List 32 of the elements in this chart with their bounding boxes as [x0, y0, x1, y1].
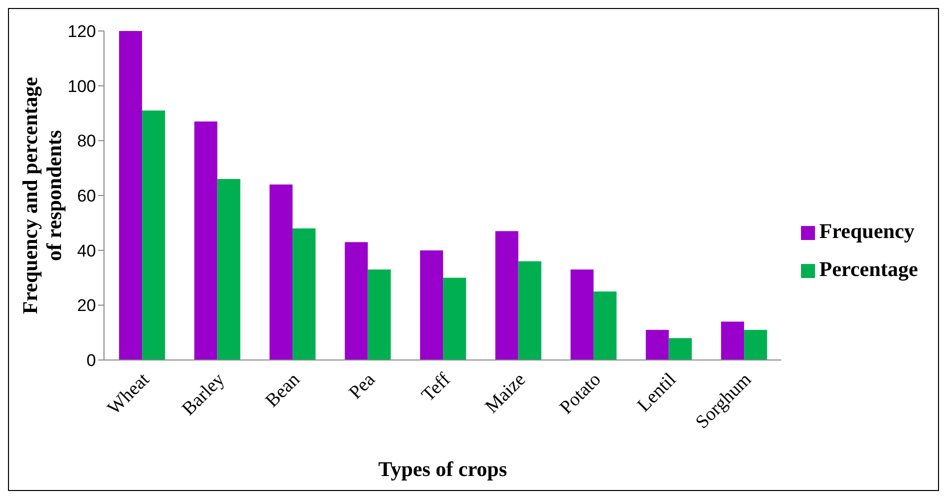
legend-label: Percentage — [819, 256, 918, 280]
legend-label: Frequency — [819, 218, 915, 242]
y-tick-label: 60 — [77, 186, 96, 206]
bar — [646, 330, 669, 360]
x-tick-label: Teff — [418, 368, 456, 406]
y-tick-label: 80 — [77, 132, 96, 151]
bar — [570, 270, 594, 360]
bar — [270, 184, 293, 360]
y-tick-label: 40 — [77, 241, 96, 260]
y-tick-label: 20 — [77, 296, 96, 316]
bar — [217, 179, 240, 360]
bar — [668, 338, 692, 360]
y-tick-label: 100 — [68, 76, 96, 96]
y-tick-label: 120 — [68, 22, 96, 42]
bar — [594, 291, 617, 360]
bar — [368, 270, 391, 360]
y-tick-label: 0 — [86, 351, 96, 370]
bar — [744, 330, 768, 360]
bar — [721, 322, 744, 360]
bar — [420, 250, 444, 360]
bar — [443, 278, 466, 360]
bar — [344, 242, 368, 360]
bar — [495, 231, 518, 360]
x-tick-label: Pea — [345, 368, 380, 404]
y-axis-title: Frequency and percentage of respondents — [18, 76, 66, 314]
bar — [194, 121, 218, 360]
x-axis-title: Types of crops — [378, 457, 507, 481]
bar — [119, 31, 142, 360]
bar — [142, 110, 166, 360]
bar — [292, 228, 316, 360]
x-tick-label: Bean — [262, 368, 304, 412]
bar — [518, 261, 542, 360]
